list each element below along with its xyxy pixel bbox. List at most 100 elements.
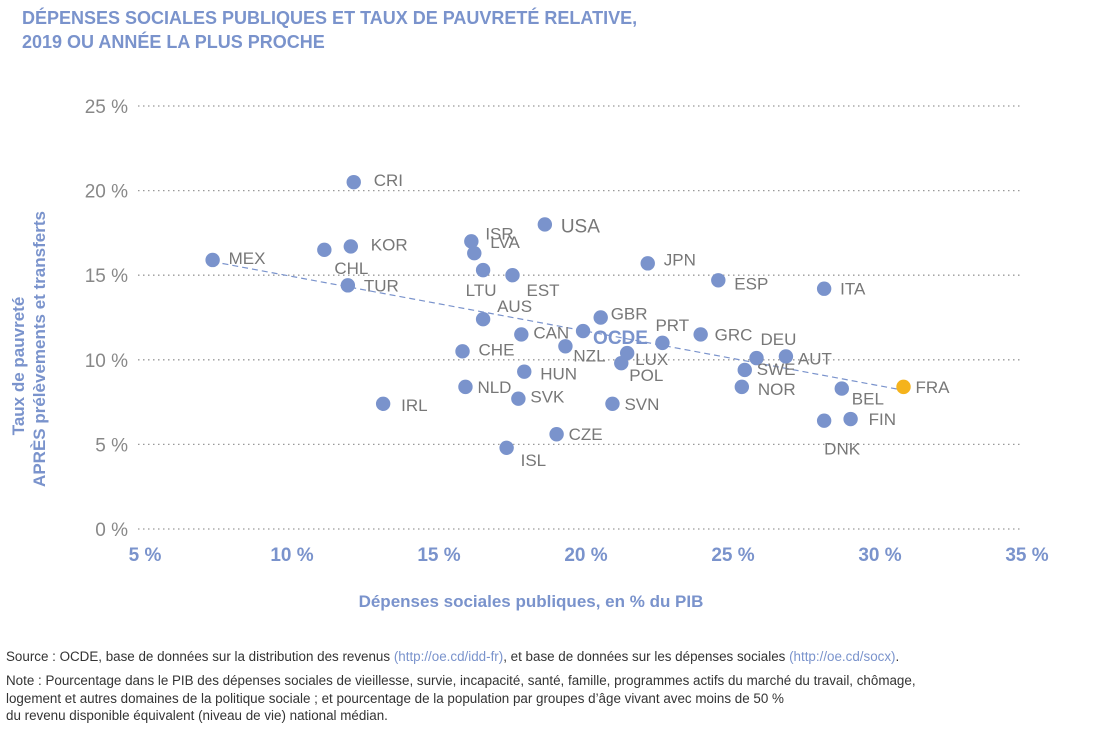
x-axis-label: Dépenses sociales publiques, en % du PIB [359, 592, 704, 611]
data-point-dnk [816, 413, 832, 428]
point-label-lux: LUX [635, 350, 668, 369]
data-point-can [514, 327, 529, 342]
data-point-fin [843, 411, 858, 427]
note-line-3: du revenu disponible équivalent (niveau … [6, 708, 388, 723]
point-label-esp: ESP [734, 274, 768, 293]
data-point-cri [346, 174, 361, 190]
chart-title-line-1: DÉPENSES SOCIALES PUBLIQUES ET TAUX DE P… [22, 8, 638, 28]
y-tick-label: 25 % [85, 97, 128, 118]
note-line-1: Note : Pourcentage dans le PIB des dépen… [6, 673, 916, 688]
point-label-cri: CRI [374, 171, 403, 190]
source-link-idd[interactable]: (http://oe.cd/idd-fr) [393, 649, 504, 664]
point-label-dnk: DNK [824, 440, 861, 459]
y-tick-label: 0 % [95, 520, 128, 541]
data-point-chl [317, 242, 332, 258]
data-point-fra [896, 379, 911, 395]
point-label-hun: HUN [540, 365, 577, 384]
point-label-isl: ISL [521, 451, 547, 470]
point-label-gbr: GBR [611, 305, 648, 324]
data-point-usa [537, 217, 553, 232]
point-label-jpn: JPN [664, 250, 696, 269]
point-label-grc: GRC [715, 325, 753, 344]
x-tick-label: 25 % [711, 545, 754, 566]
point-label-cze: CZE [569, 425, 603, 444]
point-label-usa: USA [561, 216, 600, 237]
y-tick-label: 15 % [85, 266, 128, 287]
data-point-aus [475, 311, 491, 327]
data-point-irl [375, 396, 391, 411]
point-label-nzl: NZL [573, 346, 605, 365]
data-point-lva [467, 246, 482, 261]
y-axis-ticks: 0 % 5 % 10 % 15 % 20 % 25 % [85, 97, 128, 541]
point-label-ocde: OCDE [593, 328, 648, 349]
point-label-isr: ISR [485, 224, 513, 243]
data-point-nld [458, 379, 473, 395]
y-tick-label: 20 % [85, 182, 128, 203]
data-point-pol [614, 355, 629, 371]
trend-line [212, 261, 904, 391]
point-label-deu: DEU [761, 330, 797, 349]
x-tick-label: 35 % [1005, 545, 1048, 566]
point-label-mex: MEX [229, 249, 266, 268]
data-point-prt [655, 335, 670, 351]
point-label-fin: FIN [869, 410, 896, 429]
x-tick-label: 20 % [564, 545, 607, 566]
chart-title: DÉPENSES SOCIALES PUBLIQUES ET TAUX DE P… [22, 6, 637, 54]
point-label-swe: SWE [757, 360, 796, 379]
data-point-nzl [558, 339, 573, 354]
data-point-ocde [575, 323, 591, 339]
point-label-aut: AUT [798, 349, 832, 368]
point-label-kor: KOR [371, 235, 408, 254]
data-point-che [455, 344, 470, 359]
y-axis-label-line-1: Taux de pauvreté [9, 297, 28, 436]
source-link-socx[interactable]: (http://oe.cd/socx) [789, 649, 896, 664]
source-note: Source : OCDE, base de données sur la di… [6, 648, 899, 666]
point-label-ita: ITA [840, 280, 866, 299]
point-label-svn: SVN [624, 395, 659, 414]
data-point-esp [711, 273, 726, 288]
point-label-nld: NLD [477, 378, 511, 397]
point-label-chl: CHL [334, 259, 368, 278]
chart-title-line-2: 2019 OU ANNÉE LA PLUS PROCHE [22, 32, 325, 52]
point-label-bel: BEL [852, 390, 884, 409]
point-label-tur: TUR [364, 276, 399, 295]
data-point-cze [549, 427, 564, 442]
data-point-svn [605, 396, 620, 411]
data-point-mex [205, 252, 220, 268]
data-point-deu [749, 350, 764, 366]
data-point-isl [499, 440, 514, 455]
point-label-nor: NOR [758, 380, 796, 399]
scatter-chart: 0 % 5 % 10 % 15 % 20 % 25 % 5 % 10 % 15 % 20 % 25… [9, 97, 1049, 611]
point-label-can: CAN [533, 323, 569, 342]
point-label-fra: FRA [916, 378, 951, 397]
point-label-lva: LVA [490, 233, 520, 252]
data-point-est [505, 268, 520, 283]
point-label-ltu: LTU [466, 281, 497, 300]
x-tick-label: 30 % [858, 545, 901, 566]
data-point-kor [343, 239, 358, 254]
data-point-hun [517, 364, 532, 379]
source-mid: , et base de données sur les dépenses so… [503, 649, 790, 664]
x-axis-ticks: 5 % 10 % 15 % 20 % 25 % 30 % 35 % [129, 545, 1049, 566]
point-label-aus: AUS [497, 297, 532, 316]
x-tick-label: 15 % [417, 545, 460, 566]
data-point-ita [816, 281, 832, 296]
note-line-2: logement et autres domaines de la politi… [6, 690, 784, 706]
chart-note: Note : Pourcentage dans le PIB des dépen… [6, 672, 916, 725]
y-axis-label-line-2: APRÈS prélèvements et transferts [30, 211, 49, 487]
y-tick-label: 5 % [95, 435, 128, 456]
data-point-jpn [640, 256, 655, 271]
point-label-prt: PRT [655, 316, 689, 335]
data-point-swe [737, 362, 752, 378]
x-tick-label: 10 % [270, 545, 313, 566]
source-prefix: Source : OCDE, base de données sur la di… [6, 649, 394, 664]
data-point-svk [511, 391, 526, 406]
data-point-ltu [475, 262, 491, 278]
point-label-che: CHE [479, 340, 515, 359]
grid-lines [138, 105, 1022, 530]
data-point-tur [340, 278, 356, 293]
point-label-pol: POL [629, 366, 663, 385]
y-tick-label: 10 % [85, 351, 128, 372]
data-points [205, 174, 911, 455]
